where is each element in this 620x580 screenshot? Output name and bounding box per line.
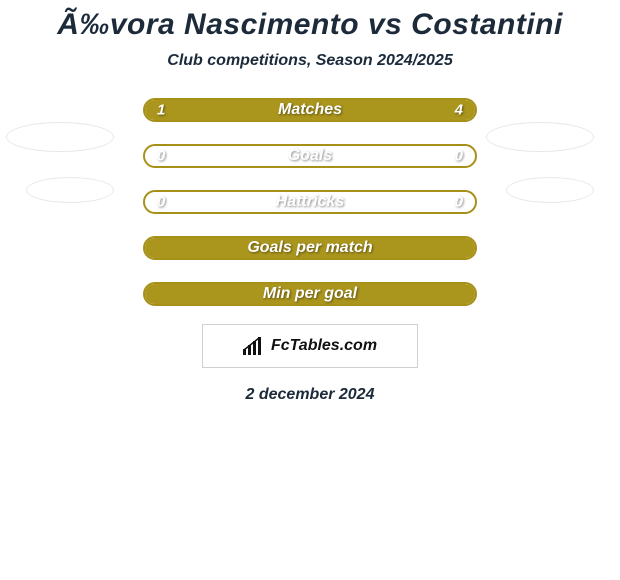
stat-row: Goals per match xyxy=(143,236,477,260)
stat-value-left: 0 xyxy=(157,148,165,165)
stat-row: Goals 0 0 xyxy=(143,144,477,168)
subtitle: Club competitions, Season 2024/2025 xyxy=(0,52,620,70)
player-placeholder-ellipse xyxy=(486,122,594,152)
stat-label: Goals per match xyxy=(247,239,372,257)
attribution-box: FcTables.com xyxy=(202,324,418,368)
stat-label: Matches xyxy=(278,101,342,119)
stat-fill-left xyxy=(145,100,211,120)
player-placeholder-ellipse xyxy=(6,122,114,152)
stat-row: Min per goal xyxy=(143,282,477,306)
stat-row: Matches 1 4 xyxy=(143,98,477,122)
stat-value-right: 0 xyxy=(455,194,463,211)
page-title: Ã‰vora Nascimento vs Costantini xyxy=(0,0,620,42)
stat-label: Goals xyxy=(288,147,332,165)
bars-icon xyxy=(243,337,265,355)
player-placeholder-ellipse xyxy=(26,177,114,203)
player-placeholder-ellipse xyxy=(506,177,594,203)
stat-label: Min per goal xyxy=(263,285,357,303)
stat-value-right: 4 xyxy=(455,102,463,119)
stat-row: Hattricks 0 0 xyxy=(143,190,477,214)
attribution-text: FcTables.com xyxy=(271,337,377,355)
stat-label: Hattricks xyxy=(276,193,344,211)
footer-date: 2 december 2024 xyxy=(0,386,620,404)
stat-value-right: 0 xyxy=(455,148,463,165)
stat-value-left: 0 xyxy=(157,194,165,211)
stat-value-left: 1 xyxy=(157,102,165,119)
stat-fill-right xyxy=(211,100,475,120)
